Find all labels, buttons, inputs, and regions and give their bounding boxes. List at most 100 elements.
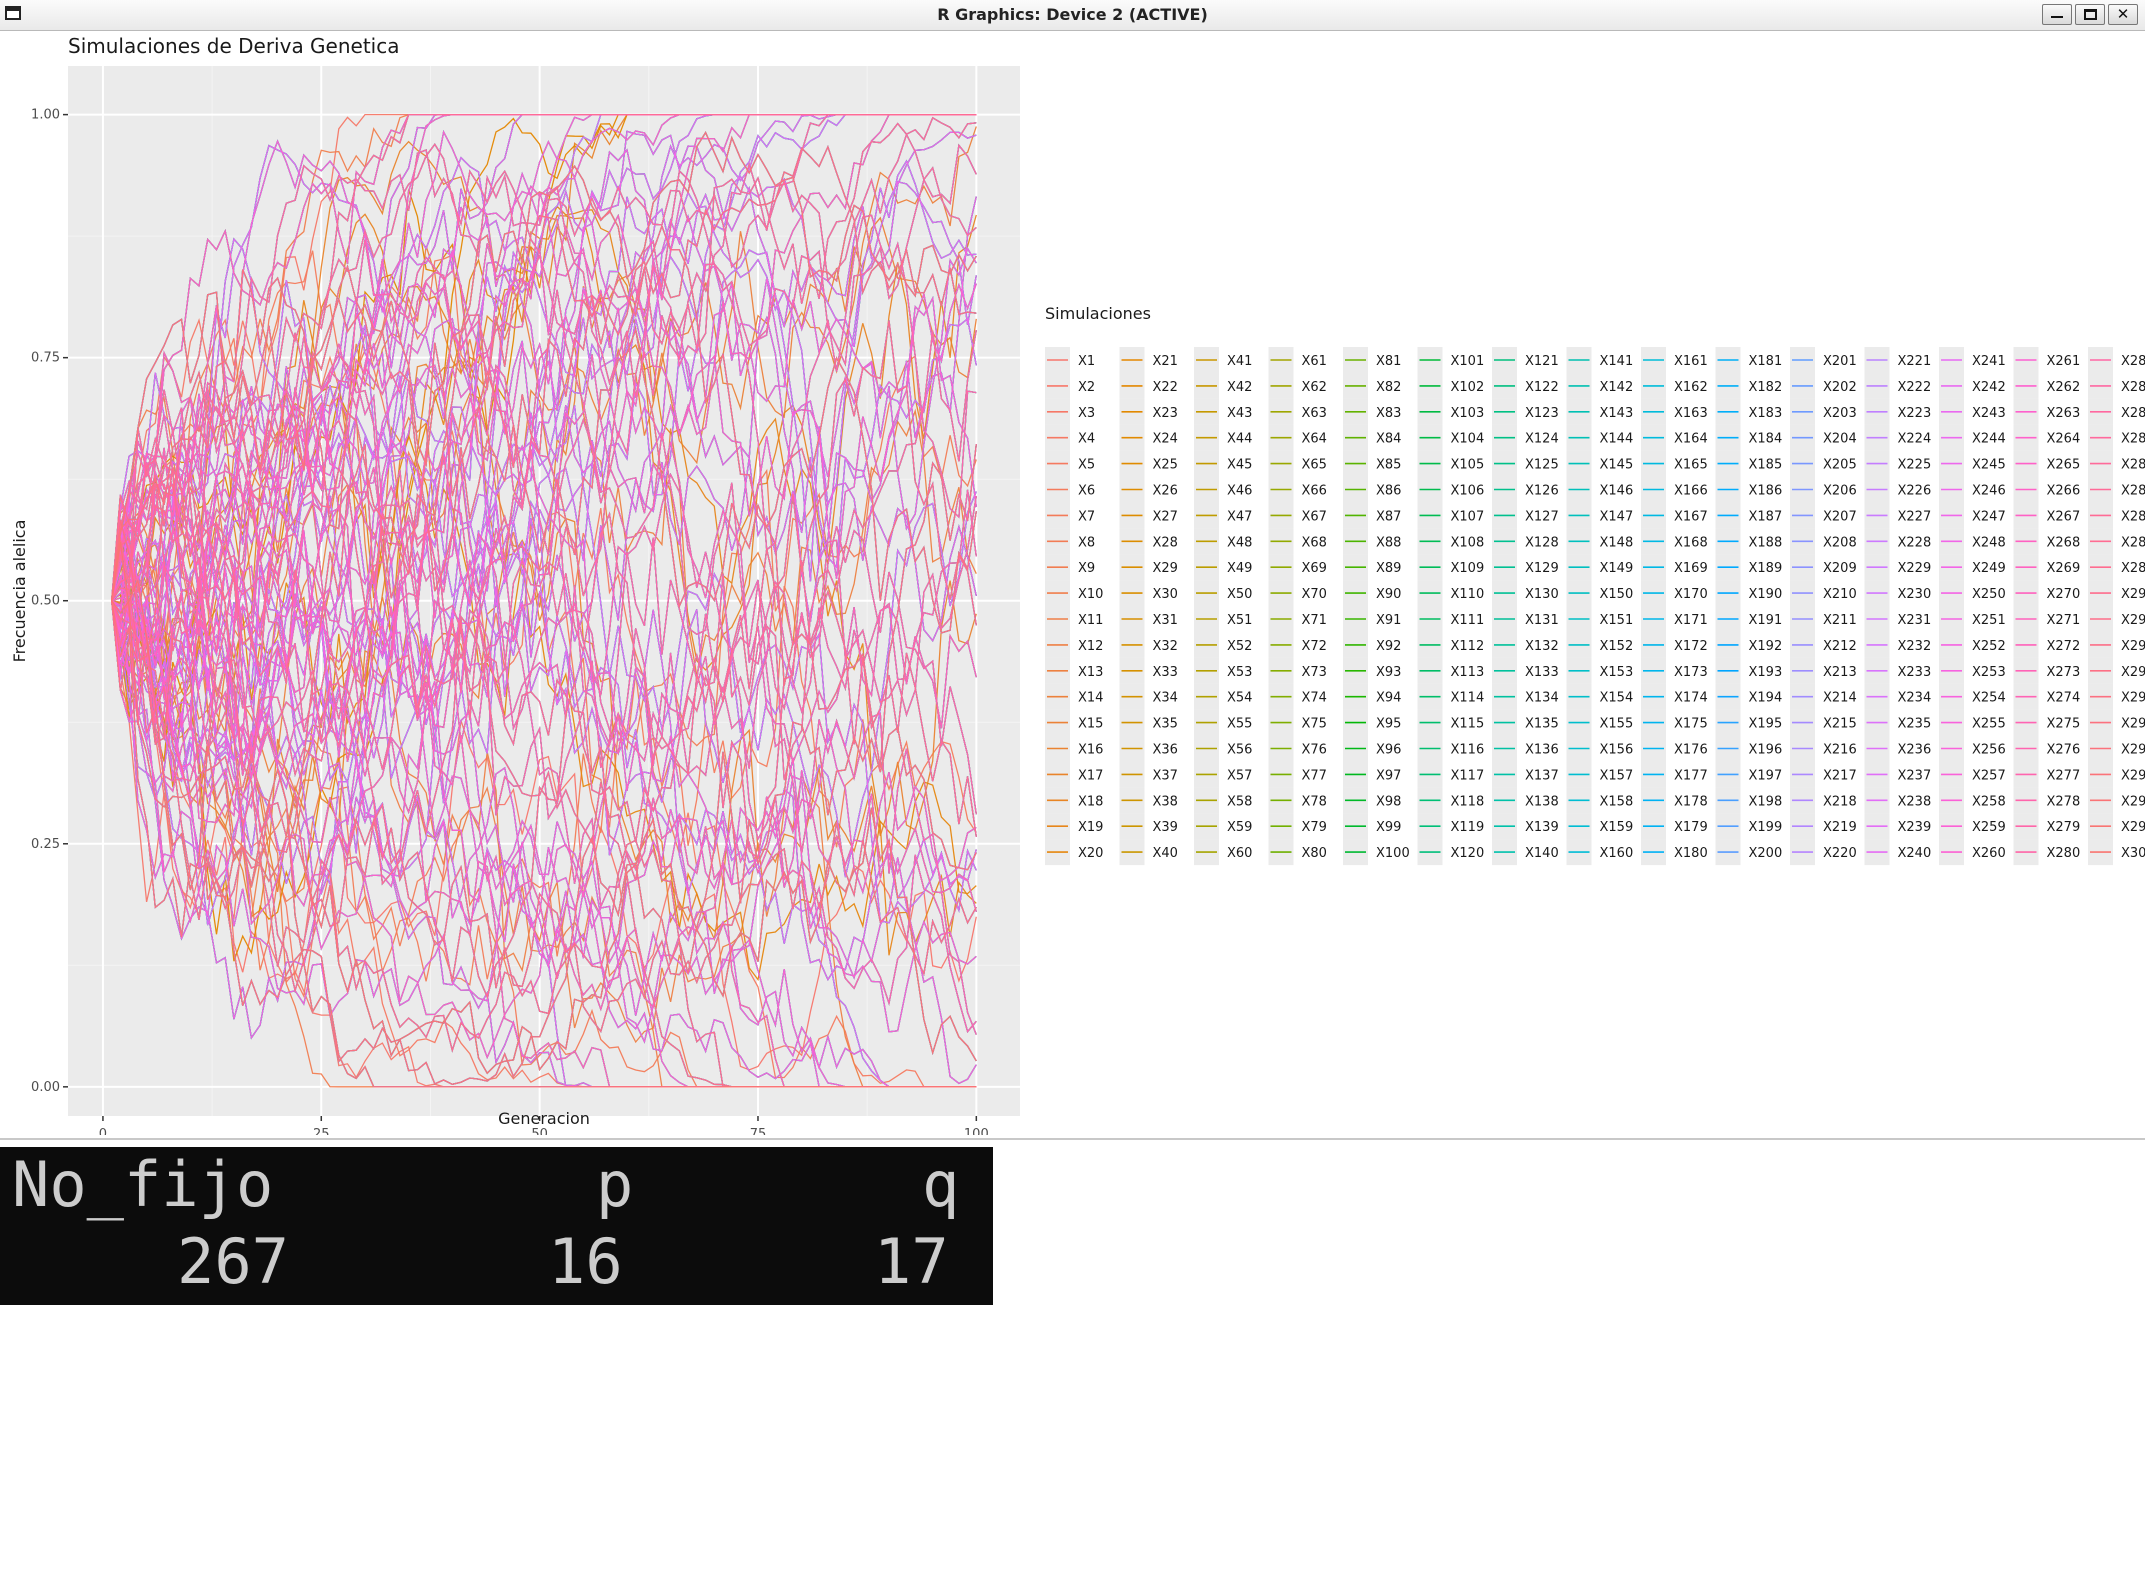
legend-label: X228	[1898, 535, 1932, 550]
legend-label: X197	[1749, 768, 1783, 783]
legend-item: X231	[1864, 606, 1931, 632]
legend-item: X292	[2088, 631, 2145, 658]
console-value-row: 267 16 17	[12, 1227, 962, 1297]
legend-item: X146	[1566, 476, 1633, 503]
legend-label: X168	[1674, 535, 1708, 550]
legend-label: X67	[1302, 509, 1327, 524]
legend-label: X145	[1600, 458, 1634, 473]
legend-label: X139	[1525, 820, 1559, 835]
legend-label: X221	[1898, 354, 1932, 369]
legend-item: X164	[1641, 424, 1708, 451]
legend-label: X167	[1674, 509, 1708, 524]
legend-label: X257	[1972, 768, 2006, 783]
legend-label: X151	[1600, 613, 1634, 628]
legend-label: X264	[2047, 432, 2081, 447]
legend-item: X238	[1864, 787, 1931, 814]
legend-label: X297	[2121, 768, 2145, 783]
legend-label: X158	[1600, 794, 1634, 809]
y-tick-label: 0.50	[31, 594, 60, 609]
minimize-button[interactable]	[2042, 4, 2072, 25]
legend-label: X141	[1600, 354, 1634, 369]
legend-item: X205	[1790, 450, 1857, 477]
legend-item: X18	[1045, 787, 1103, 814]
legend-label: X201	[1823, 354, 1857, 369]
legend-item: X17	[1045, 761, 1103, 788]
legend-label: X118	[1451, 794, 1485, 809]
legend-item: X142	[1566, 372, 1634, 399]
legend-item: X169	[1641, 554, 1708, 581]
legend-item: X236	[1864, 735, 1931, 762]
legend-label: X142	[1600, 380, 1634, 395]
legend-item: X39	[1119, 813, 1178, 840]
legend-item: X299	[2088, 813, 2145, 840]
legend-label: X133	[1525, 665, 1559, 680]
close-button[interactable]: ✕	[2108, 4, 2138, 25]
legend-item: X51	[1194, 606, 1252, 632]
legend-item: X37	[1119, 761, 1178, 788]
legend-item: X154	[1566, 683, 1633, 710]
legend-label: X128	[1525, 535, 1559, 550]
legend-label: X86	[1376, 484, 1401, 499]
legend-label: X136	[1525, 743, 1559, 758]
window-menu-icon[interactable]	[5, 6, 21, 20]
legend-label: X209	[1823, 561, 1857, 576]
legend-label: X160	[1600, 846, 1634, 861]
series-line-X274	[111, 305, 977, 765]
legend-label: X173	[1674, 665, 1708, 680]
title-bar[interactable]: R Graphics: Device 2 (ACTIVE) ✕	[0, 0, 2145, 31]
legend-label: X226	[1898, 484, 1932, 499]
legend-item: X172	[1641, 631, 1708, 658]
legend-item: X106	[1417, 476, 1484, 503]
legend-label: X276	[2047, 743, 2081, 758]
legend-item: X222	[1864, 372, 1931, 399]
legend-item: X49	[1194, 554, 1252, 581]
legend-label: X31	[1153, 613, 1178, 628]
legend-item: X59	[1194, 813, 1252, 840]
legend-label: X34	[1153, 691, 1178, 706]
legend-item: X281	[2088, 347, 2145, 373]
legend-item: X220	[1790, 839, 1857, 866]
legend-item: X278	[2013, 787, 2080, 814]
legend-label: X203	[1823, 406, 1857, 421]
legend-item: X80	[1268, 839, 1327, 866]
legend-item: X95	[1343, 709, 1401, 736]
legend-label: X232	[1898, 639, 1932, 654]
legend-item: X215	[1790, 709, 1857, 736]
legend-item: X123	[1492, 398, 1559, 425]
legend-item: X4	[1045, 424, 1095, 451]
legend-item: X141	[1566, 347, 1634, 373]
legend-item: X209	[1790, 554, 1857, 581]
legend-item: X165	[1641, 450, 1708, 477]
series-line-X259	[111, 600, 977, 1085]
maximize-button[interactable]	[2075, 4, 2105, 25]
legend-label: X63	[1302, 406, 1327, 421]
legend-item: X284	[2088, 424, 2145, 451]
legend-item: X173	[1641, 657, 1708, 684]
legend-item: X175	[1641, 709, 1708, 736]
legend-label: X224	[1898, 432, 1932, 447]
legend-label: X267	[2047, 509, 2081, 524]
legend-label: X3	[1078, 406, 1095, 421]
legend-label: X184	[1749, 432, 1783, 447]
series-line-X294	[111, 224, 977, 853]
legend-label: X57	[1227, 768, 1252, 783]
legend-label: X249	[1972, 561, 2006, 576]
legend-item: X237	[1864, 761, 1931, 788]
legend-item: X263	[2013, 398, 2080, 425]
legend-label: X207	[1823, 509, 1857, 524]
legend-item: X67	[1268, 502, 1327, 529]
x-tick-label: 100	[964, 1127, 989, 1135]
legend-item: X28	[1119, 528, 1178, 555]
legend-label: X53	[1227, 665, 1252, 680]
console-header-q: q	[922, 1148, 960, 1221]
legend-label: X265	[2047, 458, 2081, 473]
legend-label: X242	[1972, 380, 2006, 395]
legend-label: X78	[1302, 794, 1327, 809]
console-header-row: No_fijo p q	[12, 1150, 962, 1220]
series-line-X257	[111, 148, 977, 780]
legend-label: X178	[1674, 794, 1708, 809]
x-tick-label: 0	[99, 1127, 107, 1135]
legend-label: X199	[1749, 820, 1783, 835]
legend-item: X157	[1566, 761, 1633, 788]
legend-item: X267	[2013, 502, 2081, 529]
